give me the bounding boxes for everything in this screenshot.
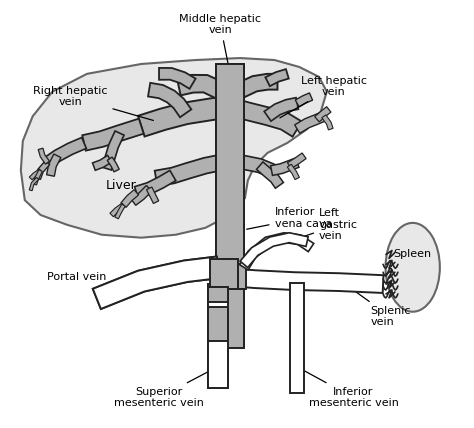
Text: Left hepatic
vein: Left hepatic vein [280, 76, 367, 118]
FancyBboxPatch shape [216, 257, 246, 289]
Text: Liver: Liver [106, 179, 137, 192]
Polygon shape [240, 233, 308, 268]
Text: Spleen: Spleen [393, 250, 432, 259]
FancyBboxPatch shape [209, 307, 228, 341]
Polygon shape [21, 58, 327, 238]
Polygon shape [92, 155, 112, 170]
Polygon shape [271, 158, 299, 175]
FancyBboxPatch shape [209, 287, 228, 302]
Polygon shape [177, 75, 235, 104]
Polygon shape [295, 93, 312, 107]
Polygon shape [131, 186, 152, 205]
Polygon shape [155, 153, 232, 186]
Polygon shape [110, 203, 125, 217]
Polygon shape [135, 170, 176, 198]
Polygon shape [240, 233, 314, 270]
Text: Left
gastric
vein: Left gastric vein [297, 208, 357, 241]
Polygon shape [29, 169, 42, 180]
Polygon shape [146, 187, 159, 203]
Polygon shape [287, 164, 300, 180]
Polygon shape [209, 284, 228, 388]
Text: Inferior
vena cava: Inferior vena cava [246, 207, 332, 229]
Polygon shape [33, 169, 42, 185]
Polygon shape [209, 284, 228, 388]
FancyBboxPatch shape [209, 304, 228, 341]
Polygon shape [290, 283, 304, 392]
Polygon shape [315, 107, 331, 122]
Polygon shape [256, 162, 283, 188]
Polygon shape [229, 268, 383, 293]
Polygon shape [216, 284, 244, 346]
Polygon shape [138, 96, 232, 137]
Polygon shape [29, 178, 39, 191]
Polygon shape [228, 98, 302, 137]
FancyBboxPatch shape [210, 259, 238, 289]
Polygon shape [264, 98, 298, 121]
Polygon shape [93, 256, 219, 309]
Polygon shape [216, 64, 244, 265]
Text: Middle hepatic
vein: Middle hepatic vein [179, 14, 261, 71]
Polygon shape [322, 115, 333, 130]
Polygon shape [148, 83, 191, 117]
Polygon shape [35, 161, 50, 179]
Polygon shape [229, 154, 274, 177]
Text: Splenic
vein: Splenic vein [346, 285, 411, 327]
Polygon shape [288, 153, 306, 169]
Ellipse shape [385, 223, 440, 312]
Polygon shape [121, 190, 138, 207]
Text: Portal vein: Portal vein [47, 272, 144, 284]
Polygon shape [216, 289, 244, 348]
Polygon shape [93, 256, 219, 309]
Polygon shape [265, 69, 289, 86]
Polygon shape [159, 68, 196, 89]
Polygon shape [115, 204, 125, 219]
Polygon shape [107, 157, 119, 172]
Polygon shape [295, 112, 326, 134]
Text: Superior
mesenteric vein: Superior mesenteric vein [114, 369, 213, 408]
Polygon shape [46, 154, 61, 176]
Text: Inferior
mesenteric vein: Inferior mesenteric vein [301, 369, 399, 408]
Text: Right hepatic
vein: Right hepatic vein [33, 86, 154, 120]
Polygon shape [38, 148, 49, 164]
Polygon shape [216, 64, 244, 110]
Polygon shape [102, 131, 124, 170]
Polygon shape [226, 74, 277, 104]
Polygon shape [44, 137, 86, 167]
Polygon shape [216, 64, 244, 257]
Polygon shape [82, 119, 144, 151]
